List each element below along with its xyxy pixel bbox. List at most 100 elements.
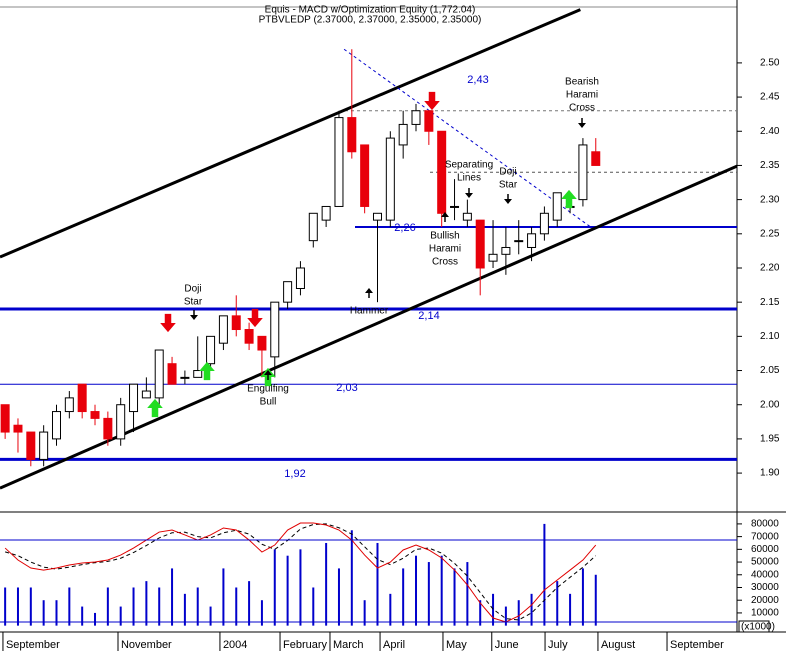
y-tick-label: 1.90 bbox=[760, 468, 780, 479]
chart-title: Equis - MACD w/Optimization Equity (1,77… bbox=[265, 5, 476, 16]
volume-bar bbox=[530, 593, 533, 626]
candle-body bbox=[411, 110, 421, 125]
candle-body bbox=[360, 144, 370, 207]
candle-body bbox=[0, 404, 10, 433]
volume-bar bbox=[132, 587, 135, 626]
candle-body bbox=[424, 110, 434, 132]
x-tick-label: September bbox=[670, 639, 724, 651]
trendline bbox=[0, 8, 581, 259]
volume-bar bbox=[466, 562, 469, 626]
candle-body bbox=[527, 233, 537, 248]
volume-bar bbox=[171, 568, 174, 626]
annotation: Bullish bbox=[430, 231, 459, 242]
candle-body bbox=[167, 363, 177, 385]
volume-bar bbox=[479, 600, 482, 626]
volume-tick-label: 10000 bbox=[751, 608, 779, 619]
overlay: 1.90 1.95 2.00 2.05 2.10 2.15 2.20 2.25 2.30 2.35… bbox=[2, 58, 780, 651]
candle-body bbox=[218, 315, 228, 344]
candle-body bbox=[116, 404, 126, 440]
volume-bar bbox=[94, 612, 97, 626]
x-tick-label: May bbox=[446, 639, 467, 651]
level-label: 2,26 bbox=[394, 222, 415, 234]
x-tick-label: July bbox=[548, 639, 568, 651]
volume-tick-label: 20000 bbox=[751, 595, 779, 606]
volume-bar bbox=[415, 555, 418, 626]
unit-box bbox=[738, 620, 770, 633]
signal-arrow bbox=[247, 308, 263, 328]
candle-body bbox=[295, 267, 305, 289]
x-tick-label: 2004 bbox=[223, 639, 247, 651]
candle-body bbox=[103, 417, 113, 440]
volume-bar bbox=[453, 568, 456, 626]
candle-body bbox=[283, 281, 293, 303]
candle-body bbox=[308, 212, 318, 242]
pointer-arrow-head bbox=[504, 199, 512, 204]
annotation: Cross bbox=[432, 257, 458, 268]
volume-tick-label: 80000 bbox=[751, 519, 779, 530]
price-panel bbox=[0, 8, 737, 490]
candle-body bbox=[129, 383, 139, 413]
volume-bar bbox=[209, 606, 212, 626]
y-tick-label: 2.45 bbox=[760, 92, 780, 103]
signal-arrow bbox=[147, 398, 163, 418]
oscillator-line bbox=[4, 522, 597, 623]
annotation: Bearish bbox=[565, 77, 599, 88]
candle-body bbox=[193, 370, 203, 378]
annotation: Separating bbox=[445, 160, 493, 171]
volume-bar bbox=[594, 574, 597, 626]
candle-body bbox=[51, 411, 61, 440]
signal-arrow bbox=[160, 313, 176, 333]
annotation: Engulfing bbox=[247, 384, 289, 395]
candle-body bbox=[39, 431, 49, 460]
volume-bar bbox=[145, 581, 148, 626]
volume-bar bbox=[196, 587, 199, 626]
volume-bar bbox=[402, 568, 405, 626]
volume-tick-label: 70000 bbox=[751, 531, 779, 542]
volume-bar bbox=[440, 555, 443, 626]
annotation: Doji bbox=[184, 284, 201, 295]
x-tick-label: August bbox=[601, 639, 635, 651]
candle-body bbox=[244, 329, 254, 344]
candle-body bbox=[514, 240, 524, 243]
volume-bar bbox=[273, 549, 276, 626]
candle-body bbox=[64, 397, 74, 413]
volume-bar bbox=[158, 587, 161, 626]
signal-arrow bbox=[199, 361, 215, 381]
volume-bar bbox=[55, 600, 58, 626]
x-tick-label: November bbox=[121, 639, 172, 651]
volume-bar bbox=[248, 581, 251, 626]
volume-bar bbox=[260, 600, 263, 626]
annotation: Star bbox=[499, 180, 518, 191]
candle-body bbox=[154, 349, 164, 399]
annotation: Bull bbox=[260, 397, 277, 408]
candle-body bbox=[372, 212, 382, 221]
candle-body bbox=[321, 205, 331, 221]
volume-tick-label: 30000 bbox=[751, 582, 779, 593]
volume-bar bbox=[183, 593, 186, 626]
candle-body bbox=[270, 301, 280, 358]
pointer-arrow-head bbox=[365, 288, 373, 293]
candle-body bbox=[462, 212, 472, 221]
volume-bar bbox=[312, 587, 315, 626]
candle-body bbox=[347, 117, 357, 153]
pointer-arrow-head bbox=[578, 123, 586, 128]
annotation: Cross bbox=[569, 103, 595, 114]
signal-arrow bbox=[561, 189, 577, 209]
candle-body bbox=[385, 137, 395, 221]
annotation: Harami bbox=[566, 90, 598, 101]
y-tick-label: 2.10 bbox=[760, 331, 780, 342]
x-tick-label: February bbox=[283, 639, 328, 651]
trendline bbox=[343, 48, 591, 228]
volume-bar bbox=[106, 587, 109, 626]
level-label: 2,43 bbox=[467, 74, 488, 86]
candle-body bbox=[552, 192, 562, 221]
volume-bar bbox=[286, 555, 289, 626]
pointer-arrow-head bbox=[190, 315, 198, 320]
volume-bar bbox=[492, 593, 495, 626]
volume-bar bbox=[235, 587, 238, 626]
volume-bar bbox=[543, 523, 546, 626]
candle-body bbox=[475, 219, 485, 269]
candle-body bbox=[450, 205, 460, 208]
x-tick-label: March bbox=[333, 639, 364, 651]
